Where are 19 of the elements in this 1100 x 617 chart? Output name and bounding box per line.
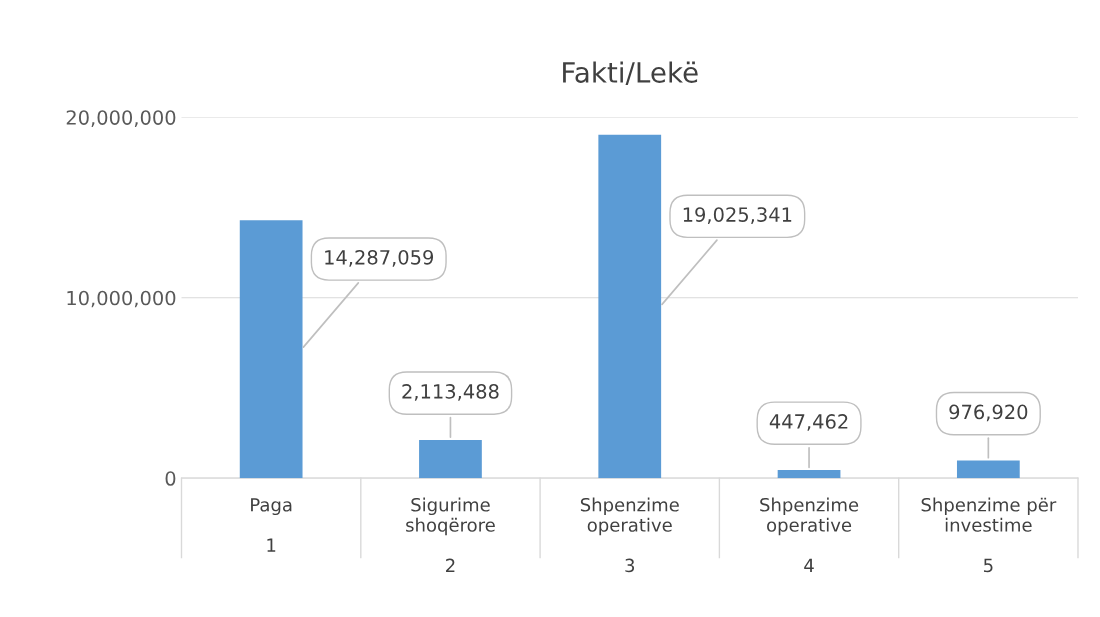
y-tick-label: 0 [165, 471, 176, 486]
category-label: Shpenzime operative 4 [760, 497, 859, 572]
chart-title: Fakti/Lekë [563, 61, 698, 86]
data-label: 14,287,059 [325, 249, 434, 267]
y-tick-label: 20,000,000 [66, 110, 176, 127]
y-tick-label: 10,000,000 [67, 290, 176, 308]
data-label: 447,462 [769, 414, 848, 431]
bar [598, 134, 662, 479]
bar [239, 220, 303, 479]
category-label: Shpenzime operative 3 [580, 497, 679, 573]
bar [956, 460, 1020, 479]
bar [419, 440, 482, 479]
category-label: Shpenzime për investime 5 [921, 497, 1057, 573]
data-label: 976,920 [949, 404, 1028, 422]
bar [777, 470, 841, 479]
category-label: Paga 1 [251, 498, 292, 552]
category-label: Sigurime shoqërore 2 [406, 497, 495, 572]
data-label: 2,113,488 [402, 384, 499, 401]
data-label: 19,025,341 [683, 207, 792, 224]
